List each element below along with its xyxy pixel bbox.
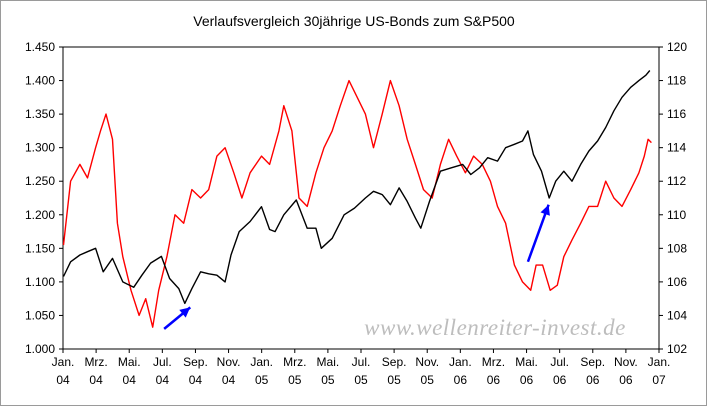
x-axis-month-label: Jul.: [153, 355, 172, 369]
right-axis-tick-label: 108: [667, 241, 687, 255]
chart-title: Verlaufsvergleich 30jährige US-Bonds zum…: [193, 13, 515, 29]
x-axis-month-label: Jul.: [352, 355, 371, 369]
x-axis-year-label: 04: [56, 373, 70, 387]
x-axis-month-label: Mrz.: [283, 355, 306, 369]
right-axis-tick-label: 114: [667, 141, 686, 155]
right-axis-tick-label: 116: [667, 107, 686, 121]
x-axis-month-label: Sep.: [580, 355, 605, 369]
x-axis-year-label: 05: [288, 373, 302, 387]
left-axis-tick-label: 1.400: [25, 74, 55, 88]
series-line-right-axis: [62, 79, 652, 328]
x-axis-month-label: Nov.: [415, 355, 439, 369]
x-axis-year-label: 04: [156, 373, 170, 387]
right-axis-tick-label: 112: [667, 174, 686, 188]
x-axis-year-label: 05: [321, 373, 335, 387]
left-axis-tick-label: 1.300: [25, 141, 55, 155]
left-axis-tick-label: 1.200: [25, 208, 55, 222]
left-axis-tick-label: 1.350: [25, 107, 55, 121]
plot-border: [62, 46, 660, 350]
x-axis-year-label: 06: [586, 373, 600, 387]
x-axis-year-label: 06: [487, 373, 501, 387]
plot-area: 1.000 1.050 1.100 1.150 1.200 1.250 1.300 1.350…: [25, 40, 687, 387]
x-axis-month-label: Mrz.: [84, 355, 107, 369]
arrow-head: [540, 204, 550, 216]
x-axis-year-label: 04: [89, 373, 103, 387]
right-axis-tick-label: 120: [667, 40, 687, 54]
x-axis-year-label: 05: [354, 373, 368, 387]
left-axis-tick-label: 1.100: [25, 275, 55, 289]
x-axis-month-label: Nov.: [217, 355, 241, 369]
x-axis-month-label: Mai.: [317, 355, 340, 369]
left-axis-tick-label: 1.050: [25, 308, 55, 322]
x-axis-month-label: Mrz.: [482, 355, 505, 369]
x-axis-month-label: Sep.: [183, 355, 208, 369]
left-axis-tick-label: 1.450: [25, 40, 55, 54]
x-axis-month-label: Jan.: [449, 355, 472, 369]
right-axis-tick-label: 118: [667, 74, 686, 88]
x-axis-year-label: 05: [255, 373, 269, 387]
x-axis-year-label: 07: [652, 373, 666, 387]
x-axis-year-label: 06: [454, 373, 468, 387]
x-axis-month-label: Jul.: [550, 355, 569, 369]
right-axis-tick-label: 104: [667, 308, 687, 322]
x-axis-month-label: Sep.: [382, 355, 407, 369]
series-line-left-axis: [62, 70, 651, 305]
arrow-head: [179, 307, 191, 318]
x-axis-year-label: 06: [619, 373, 633, 387]
x-axis-month-label: Jan.: [52, 355, 75, 369]
x-axis-year-label: 05: [387, 373, 401, 387]
x-axis-month-label: Mai.: [515, 355, 538, 369]
x-axis-month-label: Mai.: [118, 355, 141, 369]
x-axis-month-label: Jan.: [250, 355, 273, 369]
right-axis-tick-label: 110: [667, 208, 686, 222]
x-axis-year-label: 04: [189, 373, 203, 387]
x-axis-year-label: 06: [553, 373, 567, 387]
right-axis-tick-label: 102: [667, 342, 687, 356]
left-axis-tick-label: 1.150: [25, 241, 55, 255]
x-axis-year-label: 05: [421, 373, 435, 387]
x-axis-year-label: 04: [222, 373, 236, 387]
right-axis-tick-label: 106: [667, 275, 687, 289]
left-axis-tick-label: 1.000: [25, 342, 55, 356]
x-axis-month-label: Nov.: [614, 355, 638, 369]
left-axis-tick-label: 1.250: [25, 174, 55, 188]
arrow-annotation: [526, 204, 550, 263]
x-axis-month-label: Jan.: [648, 355, 671, 369]
x-axis-year-label: 04: [123, 373, 137, 387]
x-axis-year-label: 06: [520, 373, 534, 387]
watermark-text: www.wellenreiter-invest.de: [364, 315, 626, 340]
